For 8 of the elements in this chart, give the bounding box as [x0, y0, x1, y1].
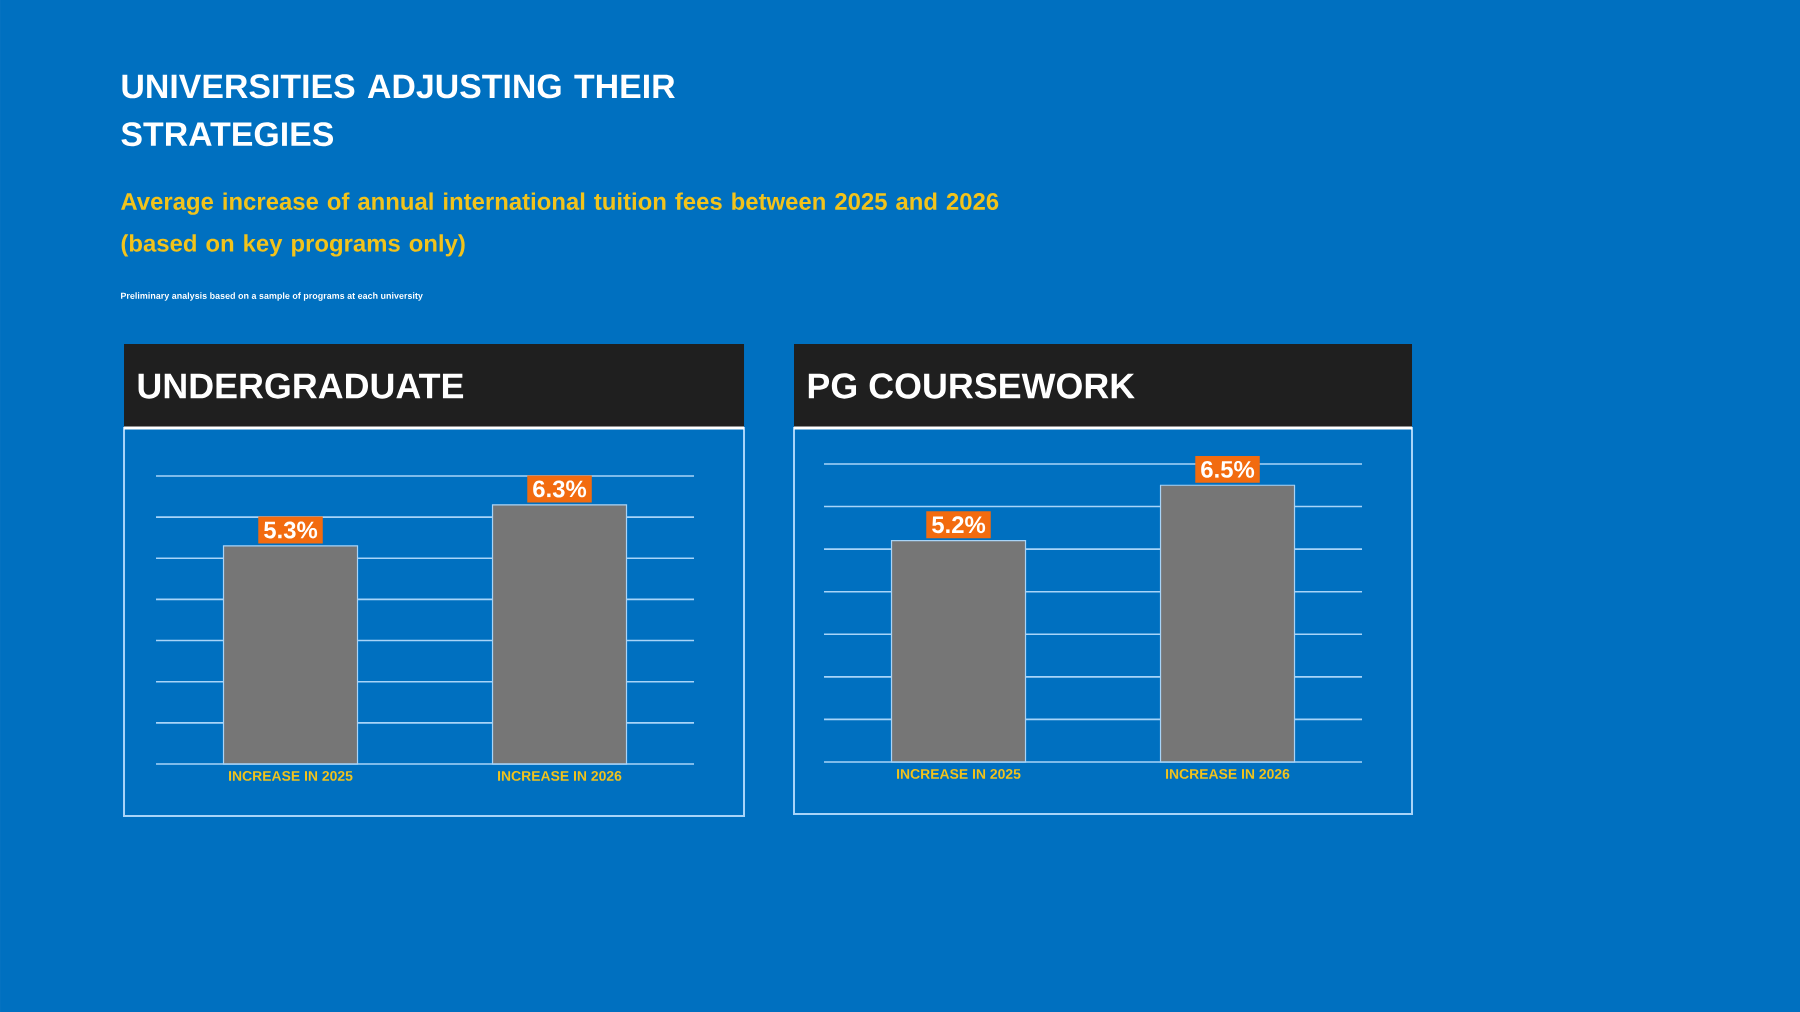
- data-label: 6.5%: [1201, 460, 1255, 478]
- data-label: 5.3%: [264, 521, 318, 539]
- text: UNIVERSITIES ADJUSTING THEIR STRATEGIES: [121, 74, 675, 147]
- data-label: 5.2%: [932, 516, 986, 534]
- text: Average increase of annual international tuition fees between 2025 and 2026 (based on key programs only): [121, 192, 999, 257]
- chart-title: PG COURSEWORK: [808, 373, 1135, 399]
- data-label: 6.3%: [533, 480, 587, 498]
- chart-title: UNDERGRADUATE: [138, 373, 464, 399]
